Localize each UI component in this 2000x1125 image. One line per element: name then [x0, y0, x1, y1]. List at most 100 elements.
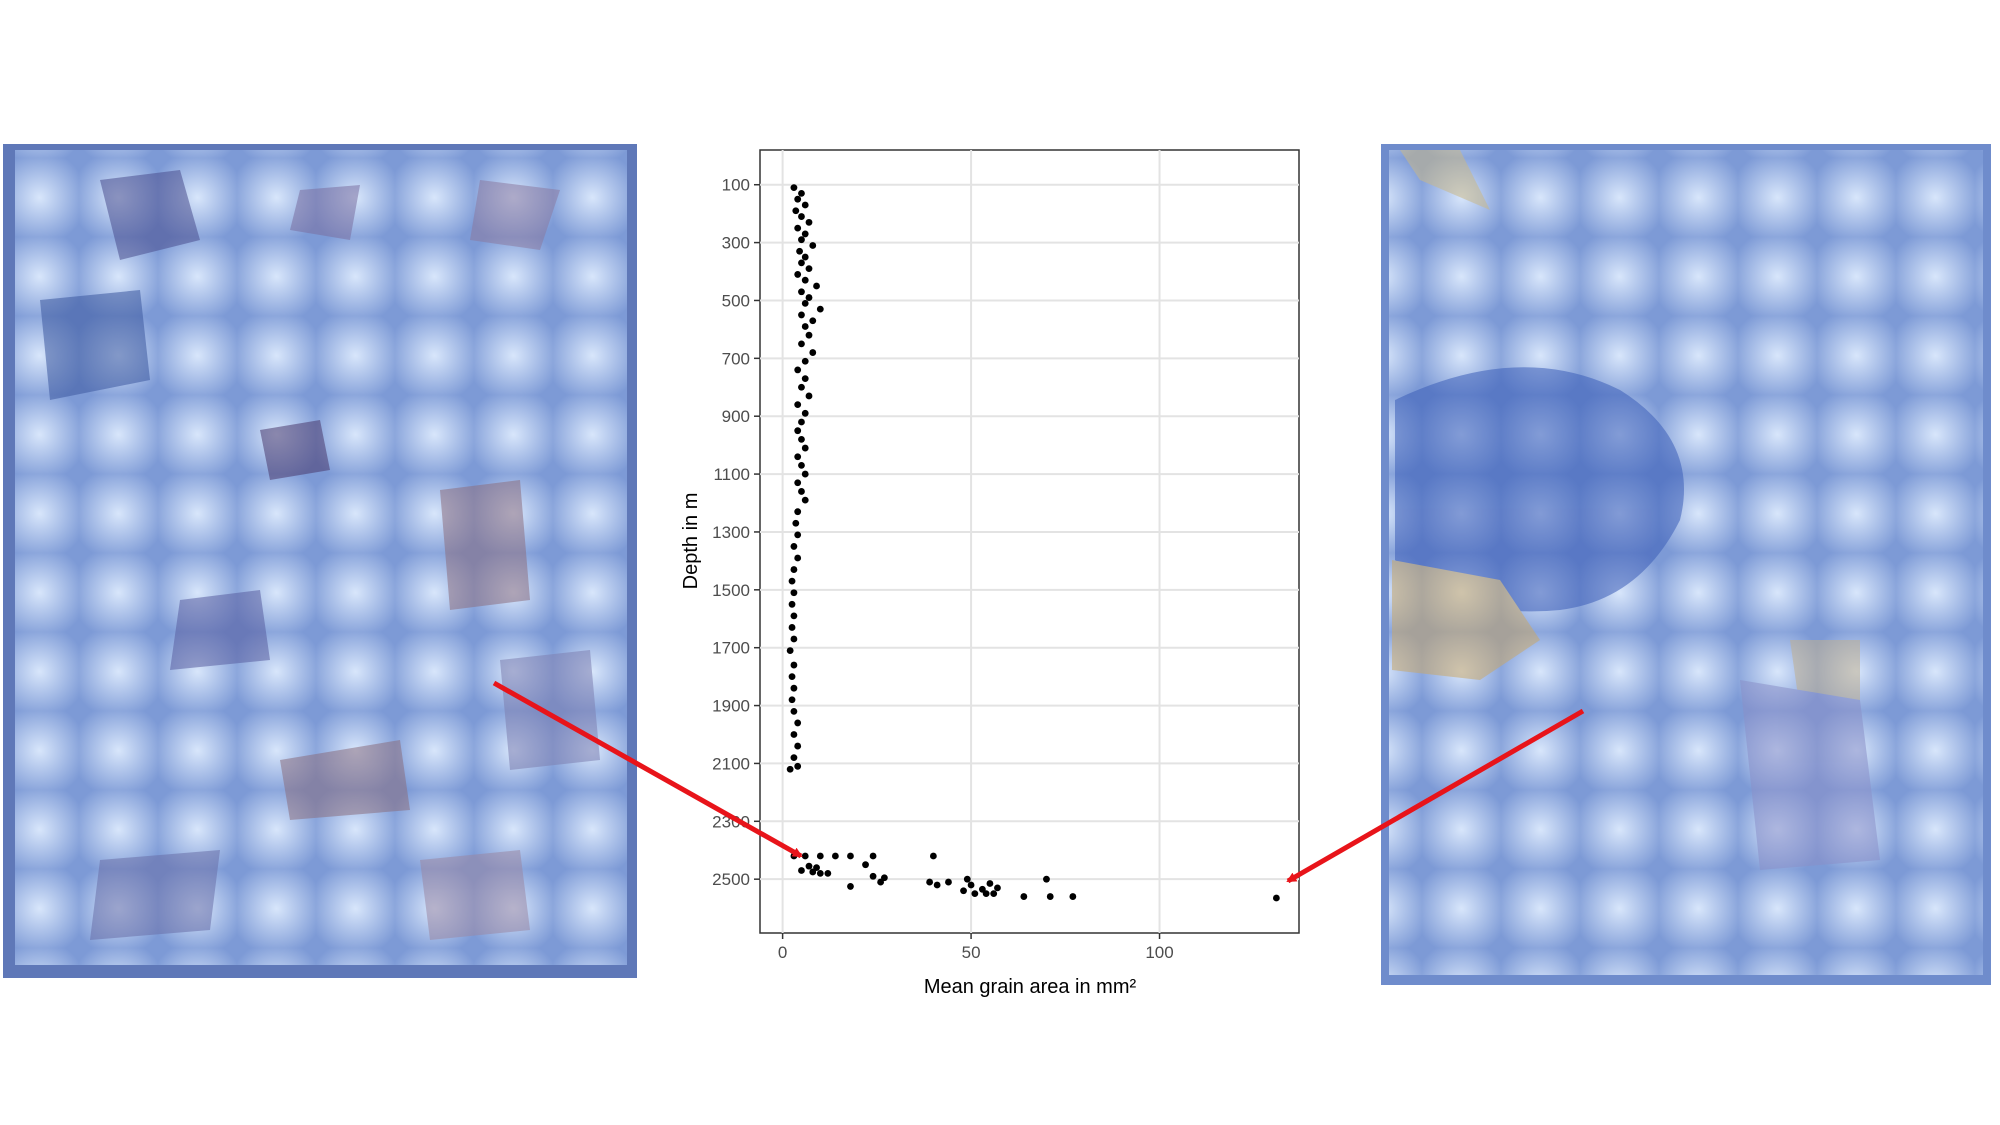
point — [801, 299, 809, 307]
point — [805, 294, 813, 301]
point — [794, 271, 802, 278]
point — [794, 453, 802, 461]
point — [790, 589, 798, 597]
point — [805, 331, 813, 339]
point — [994, 884, 1001, 892]
point — [847, 852, 854, 860]
point — [788, 696, 796, 704]
y-tick-label: 700 — [722, 349, 750, 368]
y-tick-label: 1300 — [712, 523, 750, 542]
point — [801, 470, 809, 478]
point — [794, 762, 802, 770]
point — [869, 872, 877, 880]
y-axis-label: Depth in m — [680, 493, 702, 590]
point — [990, 890, 998, 898]
point — [801, 409, 809, 417]
plot-panel — [759, 149, 1300, 934]
point — [801, 496, 809, 504]
y-tick-label: 2100 — [712, 754, 750, 773]
point — [790, 612, 798, 620]
point — [788, 673, 796, 681]
point — [824, 869, 832, 877]
point — [790, 635, 798, 643]
point — [798, 236, 805, 244]
point — [798, 435, 805, 443]
point — [798, 190, 805, 197]
grain-tiles — [15, 150, 627, 965]
point — [1069, 893, 1077, 900]
point — [788, 600, 796, 608]
point — [813, 282, 820, 290]
point — [786, 647, 794, 654]
points — [786, 184, 1280, 902]
point — [933, 881, 941, 889]
point — [798, 288, 805, 296]
point — [801, 230, 809, 238]
point — [798, 340, 805, 348]
point — [790, 661, 798, 669]
point — [801, 444, 809, 452]
point — [794, 554, 802, 562]
point — [790, 684, 798, 692]
point — [1020, 893, 1028, 900]
point — [798, 488, 805, 495]
point — [794, 508, 802, 516]
point — [801, 357, 809, 365]
point — [805, 392, 813, 400]
point — [1046, 893, 1054, 900]
point — [877, 878, 885, 886]
point — [794, 479, 802, 487]
point — [801, 253, 809, 261]
plot: 1003005007009001100130015001700190021002… — [680, 149, 1300, 998]
left-micrograph — [3, 144, 637, 978]
point — [986, 880, 994, 887]
grid — [760, 150, 1299, 933]
point — [794, 531, 802, 539]
point — [788, 577, 796, 585]
point — [926, 878, 934, 886]
point — [929, 852, 937, 860]
point — [801, 276, 809, 284]
point — [790, 566, 798, 573]
point — [963, 875, 971, 883]
y-tick-label: 900 — [722, 407, 750, 426]
point — [816, 852, 824, 860]
point — [798, 311, 805, 319]
point — [798, 383, 805, 391]
arrow — [492, 680, 803, 859]
point — [794, 401, 802, 409]
point — [790, 731, 798, 738]
point — [801, 201, 809, 209]
point — [869, 852, 877, 860]
x-tick-label: 100 — [1145, 943, 1173, 962]
point — [798, 213, 805, 220]
y-tick-label: 1900 — [712, 697, 750, 716]
point — [796, 247, 803, 255]
y-tick-label: 100 — [722, 176, 750, 195]
point — [809, 242, 817, 249]
point — [967, 881, 975, 889]
point — [798, 867, 805, 874]
point — [790, 543, 798, 550]
point — [809, 317, 817, 325]
point — [794, 195, 802, 203]
arrow — [1286, 708, 1585, 884]
point — [801, 323, 809, 330]
grains — [40, 170, 600, 940]
point — [805, 862, 813, 870]
y-tick-label: 2300 — [712, 812, 750, 831]
point — [790, 707, 798, 715]
point — [794, 224, 802, 232]
ticks: 1003005007009001100130015001700190021002… — [712, 176, 1174, 962]
point — [805, 218, 813, 226]
y-tick-label: 1100 — [713, 465, 750, 484]
point — [798, 418, 805, 426]
point — [809, 868, 817, 876]
point — [1272, 894, 1280, 902]
point — [786, 765, 794, 773]
right-micrograph — [1381, 144, 1991, 985]
point — [801, 375, 809, 382]
point — [788, 624, 796, 631]
